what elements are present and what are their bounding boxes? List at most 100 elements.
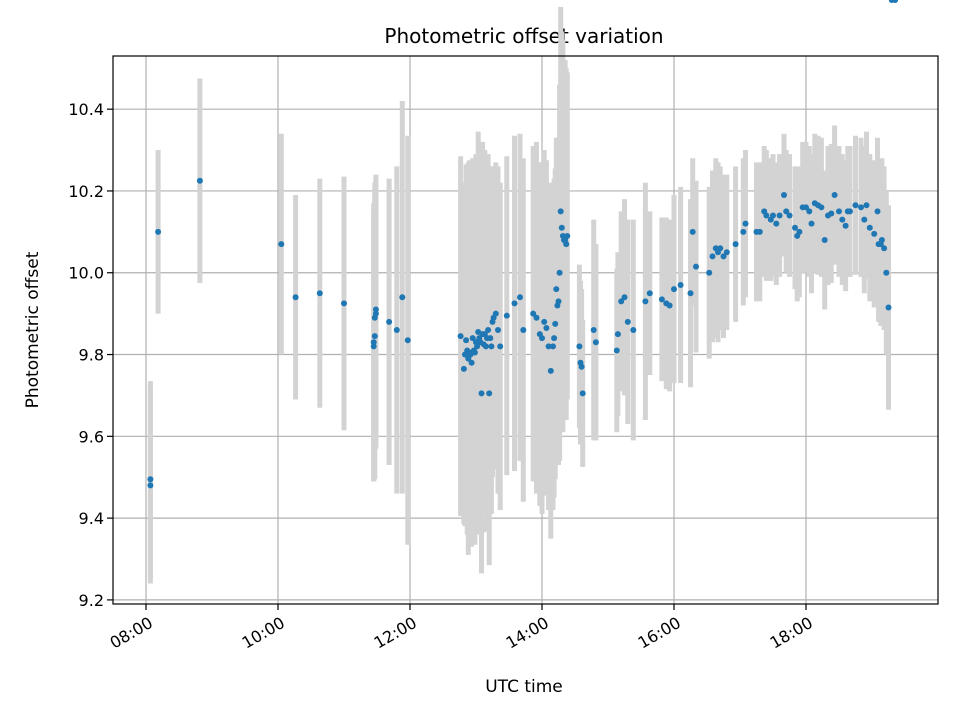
data-point bbox=[756, 228, 763, 235]
data-point bbox=[803, 204, 809, 211]
data-point bbox=[457, 333, 464, 340]
y-tick-label: 9.4 bbox=[79, 509, 104, 528]
x-tick-label: 10:00 bbox=[239, 613, 288, 653]
data-point bbox=[386, 318, 393, 325]
y-tick-label: 10.4 bbox=[68, 100, 104, 119]
data-point bbox=[861, 216, 868, 223]
data-point bbox=[883, 269, 890, 276]
data-point bbox=[781, 192, 787, 199]
data-point bbox=[858, 204, 864, 211]
data-point bbox=[706, 269, 713, 276]
y-tick-label: 9.8 bbox=[79, 346, 104, 365]
data-point bbox=[624, 318, 631, 325]
data-point bbox=[488, 343, 495, 350]
data-point bbox=[821, 237, 828, 244]
data-point bbox=[763, 212, 770, 219]
data-point bbox=[468, 359, 475, 366]
data-point bbox=[556, 269, 563, 276]
data-point bbox=[497, 343, 504, 350]
data-point bbox=[482, 343, 489, 350]
data-point bbox=[792, 224, 798, 231]
data-point bbox=[693, 263, 699, 270]
data-point bbox=[576, 343, 583, 350]
data-point bbox=[552, 320, 559, 327]
data-point bbox=[863, 202, 870, 209]
data-point bbox=[614, 331, 621, 338]
data-point bbox=[892, 0, 899, 3]
data-point bbox=[689, 228, 696, 235]
data-point bbox=[485, 327, 492, 333]
data-point bbox=[806, 208, 813, 215]
data-point bbox=[847, 208, 853, 215]
data-point bbox=[147, 482, 154, 489]
data-point bbox=[196, 177, 203, 184]
data-point bbox=[786, 212, 793, 219]
data-point bbox=[551, 335, 558, 342]
data-point bbox=[613, 347, 620, 354]
data-point bbox=[487, 335, 494, 342]
data-point bbox=[492, 310, 499, 317]
data-point bbox=[630, 327, 637, 333]
data-point bbox=[881, 245, 888, 252]
data-point bbox=[796, 228, 803, 235]
data-point bbox=[555, 298, 562, 305]
data-point bbox=[720, 253, 727, 260]
data-point bbox=[495, 327, 501, 333]
data-point bbox=[539, 335, 545, 342]
data-point bbox=[541, 318, 548, 325]
data-point bbox=[557, 208, 564, 215]
data-point bbox=[717, 245, 724, 252]
data-point bbox=[486, 390, 493, 397]
data-point bbox=[533, 314, 540, 321]
data-point bbox=[671, 286, 677, 293]
data-point bbox=[621, 294, 628, 301]
data-point bbox=[278, 241, 285, 248]
data-point bbox=[292, 294, 299, 301]
data-point bbox=[878, 237, 885, 244]
data-point bbox=[371, 333, 378, 340]
plot-frame bbox=[112, 55, 939, 605]
data-point bbox=[471, 349, 478, 356]
y-axis-label: Photometric offset bbox=[23, 251, 43, 408]
data-point bbox=[478, 390, 485, 397]
data-point bbox=[553, 286, 560, 293]
data-point bbox=[147, 476, 154, 483]
data-point bbox=[874, 208, 881, 215]
data-point bbox=[563, 241, 570, 248]
x-tick-label: 14:00 bbox=[503, 613, 552, 653]
data-point bbox=[579, 390, 586, 397]
data-point bbox=[404, 337, 411, 344]
data-point bbox=[818, 204, 825, 211]
data-point bbox=[545, 343, 552, 350]
data-point bbox=[393, 327, 400, 333]
x-tick-label: 18:00 bbox=[767, 613, 816, 653]
data-point bbox=[399, 294, 406, 301]
data-point bbox=[646, 290, 653, 297]
data-point bbox=[828, 210, 835, 217]
data-point bbox=[503, 312, 510, 319]
data-point bbox=[592, 339, 599, 346]
data-point bbox=[517, 294, 523, 301]
data-point bbox=[370, 339, 377, 346]
data-point bbox=[677, 282, 684, 289]
data-point bbox=[839, 216, 846, 223]
data-point bbox=[372, 306, 379, 313]
x-axis-ticks: 08:00 10:00 12:00 14:00 16:00 18:00 bbox=[107, 604, 816, 653]
data-point bbox=[642, 298, 649, 305]
data-point bbox=[316, 290, 323, 297]
chart-title: Photometric offset variation bbox=[384, 24, 663, 48]
data-point bbox=[547, 367, 554, 374]
data-point bbox=[543, 324, 550, 331]
data-point bbox=[742, 220, 749, 227]
data-point bbox=[740, 228, 747, 235]
data-point bbox=[723, 249, 730, 256]
x-tick-label: 16:00 bbox=[635, 613, 684, 653]
data-point bbox=[808, 220, 815, 227]
data-point bbox=[578, 363, 585, 370]
data-point bbox=[783, 208, 790, 215]
data-point bbox=[463, 337, 470, 344]
data-point bbox=[155, 228, 162, 235]
y-tick-label: 10.2 bbox=[68, 182, 104, 201]
data-point bbox=[666, 302, 673, 309]
